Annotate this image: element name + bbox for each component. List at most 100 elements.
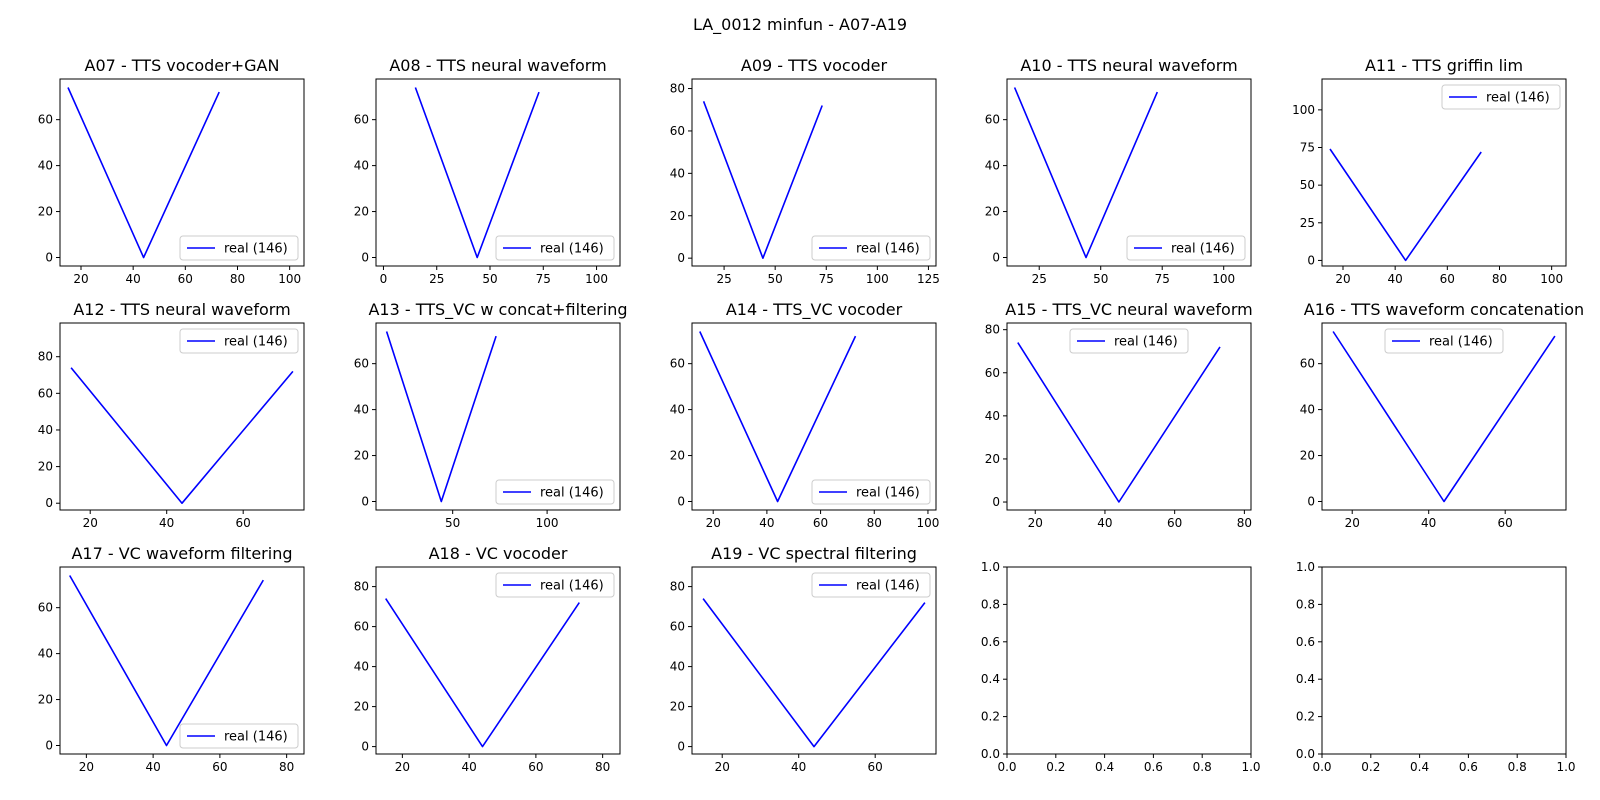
y-tick-label: 40 xyxy=(354,403,369,417)
axes-frame xyxy=(1321,566,1567,755)
y-tick-label: 40 xyxy=(670,403,685,417)
plot-area xyxy=(1322,79,1566,266)
y-tick-label: 0.2 xyxy=(1296,710,1315,724)
y-tick-label: 40 xyxy=(670,166,685,180)
legend-label: real (146) xyxy=(1486,91,1550,106)
y-tick-label: 0.8 xyxy=(1296,597,1315,611)
legend-label: real (146) xyxy=(856,486,920,501)
axes-frame xyxy=(1006,78,1252,267)
legend: real (146) xyxy=(179,328,299,354)
subplot-title: A10 - TTS neural waveform xyxy=(1020,56,1237,75)
y-tick-label: 0 xyxy=(45,496,53,510)
subplot-panel: 0.0 0.2 0.4 0.6 0.8 1.0 0.0 0.2 0.4 0.6 0.8 1.0 xyxy=(1296,560,1576,774)
plot-area xyxy=(692,79,936,266)
subplot-panel: A12 - TTS neural waveform 20 40 60 0 20 40 60 80… xyxy=(38,300,305,530)
y-tick-label: 60 xyxy=(985,366,1000,380)
subplot-title: A12 - TTS neural waveform xyxy=(73,300,290,319)
plot-area xyxy=(60,567,304,754)
series-line xyxy=(1329,148,1482,262)
series-line xyxy=(414,87,540,259)
plot-area xyxy=(1007,567,1251,754)
y-tick-label: 20 xyxy=(985,205,1000,219)
y-tick-label: 20 xyxy=(354,205,369,219)
y-tick-label: 20 xyxy=(670,700,685,714)
x-tick-label: 60 xyxy=(868,760,883,774)
legend-box xyxy=(1126,235,1246,261)
y-tick-label: 0 xyxy=(1307,495,1315,509)
x-tick-label: 25 xyxy=(1032,272,1047,286)
legend-label: real (146) xyxy=(1171,242,1235,257)
y-tick-label: 60 xyxy=(38,601,53,615)
y-tick-label: 60 xyxy=(38,113,53,127)
series-line xyxy=(385,331,497,503)
y-tick-label: 60 xyxy=(1300,357,1315,371)
subplot-title: A16 - TTS waveform concatenation xyxy=(1304,300,1584,319)
subplot-panel: A19 - VC spectral filtering 20 40 60 0 20 40 60… xyxy=(670,544,937,774)
subplot-panel: A07 - TTS vocoder+GAN 20 40 60 80 100 0 20 40 60 r… xyxy=(38,56,305,286)
subplot-title: A11 - TTS griffin lim xyxy=(1365,56,1523,75)
subplot-panel: A17 - VC waveform filtering 20 40 60 80 0 20 40… xyxy=(38,544,305,774)
series-line xyxy=(702,598,926,748)
plot-area xyxy=(1007,79,1251,266)
x-tick-label: 125 xyxy=(917,272,940,286)
x-tick-label: 100 xyxy=(536,516,559,530)
y-tick-label: 40 xyxy=(354,159,369,173)
axes-frame xyxy=(375,78,621,267)
y-tick-label: 60 xyxy=(354,357,369,371)
subplot-panel: A11 - TTS griffin lim 20 40 60 80 100 0 25 50 75 1… xyxy=(1292,56,1567,286)
axes-frame xyxy=(691,78,937,267)
legend-label: real (146) xyxy=(1429,335,1493,350)
x-tick-label: 40 xyxy=(126,272,141,286)
series-line xyxy=(1017,342,1221,503)
legend-box xyxy=(1441,84,1561,110)
plot-area xyxy=(60,323,304,510)
y-tick-label: 0.0 xyxy=(981,747,1000,761)
y-tick-label: 1.0 xyxy=(981,560,1000,574)
legend-box xyxy=(1384,328,1504,354)
x-tick-label: 0.8 xyxy=(1193,760,1212,774)
subplot-title: A08 - TTS neural waveform xyxy=(389,56,606,75)
subplot-panel: A08 - TTS neural waveform 0 25 50 75 100 0 20 40… xyxy=(354,56,621,286)
legend-label: real (146) xyxy=(540,579,604,594)
y-tick-label: 60 xyxy=(354,113,369,127)
x-tick-label: 25 xyxy=(429,272,444,286)
x-tick-label: 50 xyxy=(482,272,497,286)
x-tick-label: 0.0 xyxy=(1312,760,1331,774)
x-tick-label: 20 xyxy=(395,760,410,774)
x-tick-label: 60 xyxy=(813,516,828,530)
x-tick-label: 75 xyxy=(1155,272,1170,286)
y-tick-label: 0 xyxy=(677,740,685,754)
y-tick-label: 1.0 xyxy=(1296,560,1315,574)
y-tick-label: 20 xyxy=(38,693,53,707)
legend-box xyxy=(179,328,299,354)
x-tick-label: 25 xyxy=(716,272,731,286)
y-tick-label: 0.8 xyxy=(981,597,1000,611)
y-tick-label: 20 xyxy=(354,700,369,714)
legend-label: real (146) xyxy=(540,486,604,501)
x-tick-label: 100 xyxy=(866,272,889,286)
y-tick-label: 0.6 xyxy=(1296,635,1315,649)
x-tick-label: 40 xyxy=(461,760,476,774)
y-tick-label: 100 xyxy=(1292,103,1315,117)
x-tick-label: 60 xyxy=(236,516,251,530)
x-tick-label: 40 xyxy=(759,516,774,530)
x-tick-label: 20 xyxy=(1335,272,1350,286)
plot-area xyxy=(1007,323,1251,510)
legend: real (146) xyxy=(811,479,931,505)
y-tick-label: 20 xyxy=(1300,449,1315,463)
axes-frame xyxy=(59,322,305,511)
y-tick-label: 60 xyxy=(38,386,53,400)
x-tick-label: 0.4 xyxy=(1095,760,1114,774)
y-tick-label: 20 xyxy=(670,209,685,223)
subplot-title: A09 - TTS vocoder xyxy=(741,56,888,75)
y-tick-label: 0.6 xyxy=(981,635,1000,649)
legend-label: real (146) xyxy=(856,579,920,594)
legend-label: real (146) xyxy=(1114,335,1178,350)
y-tick-label: 60 xyxy=(670,357,685,371)
x-tick-label: 20 xyxy=(83,516,98,530)
x-tick-label: 20 xyxy=(1345,516,1360,530)
axes-frame xyxy=(375,566,621,755)
y-tick-label: 20 xyxy=(985,452,1000,466)
y-tick-label: 0.4 xyxy=(981,672,1000,686)
series-line xyxy=(1013,87,1159,259)
